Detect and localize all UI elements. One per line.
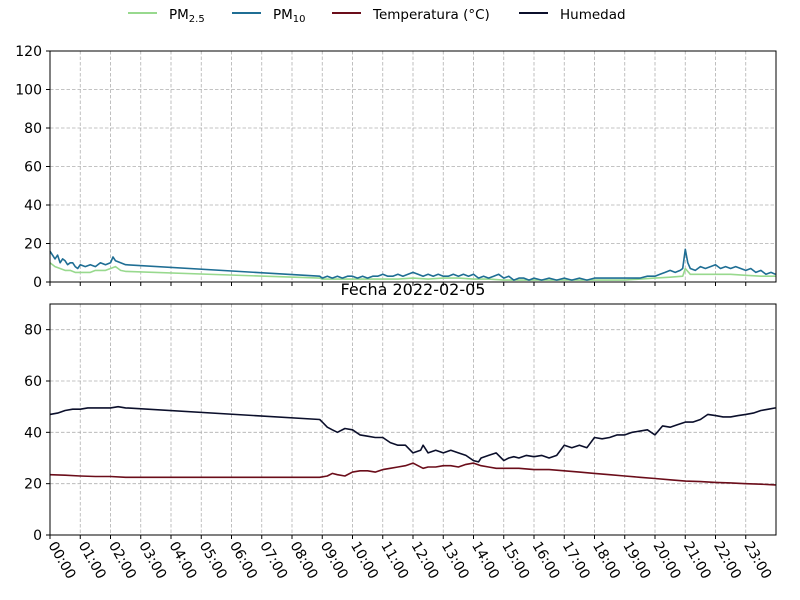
y-tick-label: 20: [24, 237, 42, 253]
legend-entry: Temperatura (°C): [332, 7, 490, 23]
x-tick-label: 07:00: [256, 539, 290, 582]
chart-title: Fecha 2022-02-05: [341, 280, 486, 299]
x-tick-label: 09:00: [317, 539, 351, 582]
y-tick-label: 20: [24, 477, 42, 493]
y-tick-label: 80: [24, 323, 42, 339]
x-tick-label: 23:00: [740, 539, 774, 582]
pm-chart-panel: 0 20 40 60 80 100 120: [15, 44, 777, 291]
y-tick-label: 60: [24, 374, 42, 390]
legend-label-base: Temperatura (°C): [372, 7, 490, 23]
legend-label: Temperatura (°C): [372, 7, 490, 23]
x-tick-label: 15:00: [498, 539, 532, 582]
legend-entry: PM2.5: [128, 7, 205, 25]
weather-x-ticks: 00:0001:0002:0003:0004:0005:0006:0007:00…: [45, 535, 774, 582]
pm-gridlines: [50, 50, 776, 282]
x-tick-label: 14:00: [468, 539, 502, 582]
legend-label-subscript: 10: [293, 14, 306, 25]
x-tick-label: 21:00: [680, 539, 714, 582]
series-line-pm2-5: [49, 262, 776, 281]
legend-label-base: PM: [273, 7, 293, 23]
legend-label: Humedad: [560, 7, 626, 23]
y-tick-label: 40: [24, 425, 42, 441]
legend-entry: Humedad: [519, 7, 626, 23]
weather-y-ticks: 0 20 40 60 80: [24, 323, 50, 544]
series-line-pm10: [49, 248, 776, 281]
legend: PM2.5 PM10 Temperatura (°C) Humedad: [128, 7, 626, 25]
x-tick-label: 02:00: [105, 539, 139, 582]
series-line-temperatura-c: [49, 462, 776, 486]
weather-chart-panel: Fecha 2022-02-05 0 20 40 60 80 00:0001:0002:…: [24, 280, 777, 582]
legend-entry: PM10: [232, 7, 306, 25]
x-tick-label: 11:00: [377, 539, 411, 582]
x-tick-label: 17:00: [559, 539, 593, 582]
x-tick-label: 08:00: [287, 539, 321, 582]
pm-x-ticks: [49, 282, 747, 286]
x-tick-label: 10:00: [347, 539, 381, 582]
x-tick-label: 20:00: [650, 539, 684, 582]
x-tick-label: 19:00: [619, 539, 653, 582]
y-tick-label: 80: [24, 121, 42, 137]
y-tick-label: 0: [33, 528, 42, 544]
x-tick-label: 01:00: [75, 539, 109, 582]
y-tick-label: 0: [33, 275, 42, 291]
legend-label-base: Humedad: [560, 7, 626, 23]
x-tick-label: 06:00: [226, 539, 260, 582]
x-tick-label: 04:00: [166, 539, 200, 582]
weather-gridlines: [50, 304, 776, 535]
pm-series-lines: [49, 248, 776, 281]
pm-y-ticks: 0 20 40 60 80 100 120: [15, 44, 50, 291]
weather-series-lines: [49, 405, 776, 486]
y-tick-label: 120: [15, 44, 42, 60]
x-tick-label: 05:00: [196, 539, 230, 582]
legend-label-subscript: 2.5: [189, 14, 205, 25]
y-tick-label: 40: [24, 198, 42, 214]
legend-label: PM10: [273, 7, 306, 25]
x-tick-label: 22:00: [710, 539, 744, 582]
x-tick-label: 00:00: [45, 539, 79, 582]
x-tick-label: 13:00: [438, 539, 472, 582]
y-tick-label: 60: [24, 160, 42, 176]
y-tick-label: 100: [15, 83, 42, 99]
x-tick-label: 03:00: [135, 539, 169, 582]
x-tick-label: 18:00: [589, 539, 623, 582]
series-line-humedad: [49, 405, 776, 463]
x-tick-label: 16:00: [529, 539, 563, 582]
legend-label-base: PM: [169, 7, 189, 23]
legend-label: PM2.5: [169, 7, 205, 25]
x-tick-label: 12:00: [408, 539, 442, 582]
